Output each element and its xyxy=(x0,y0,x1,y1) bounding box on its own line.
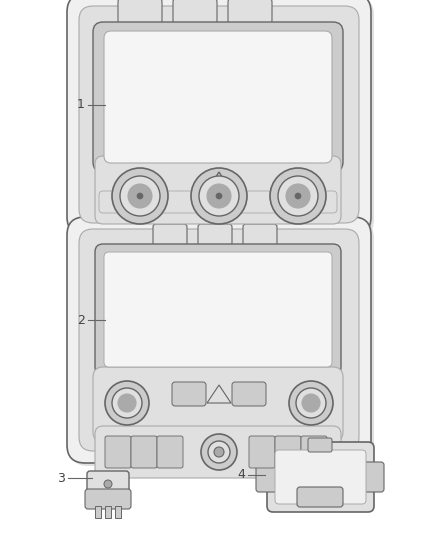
Circle shape xyxy=(296,388,326,418)
FancyBboxPatch shape xyxy=(232,382,266,406)
Circle shape xyxy=(120,176,160,216)
FancyBboxPatch shape xyxy=(87,471,129,499)
FancyBboxPatch shape xyxy=(301,436,327,468)
FancyBboxPatch shape xyxy=(104,252,332,367)
Circle shape xyxy=(270,168,326,224)
FancyBboxPatch shape xyxy=(173,0,217,24)
FancyBboxPatch shape xyxy=(104,31,332,163)
FancyBboxPatch shape xyxy=(256,462,278,492)
Circle shape xyxy=(278,176,318,216)
Circle shape xyxy=(112,388,142,418)
FancyBboxPatch shape xyxy=(95,156,341,224)
Text: 3: 3 xyxy=(57,472,65,484)
FancyBboxPatch shape xyxy=(275,450,366,504)
FancyBboxPatch shape xyxy=(79,6,359,223)
FancyBboxPatch shape xyxy=(67,217,371,463)
FancyBboxPatch shape xyxy=(243,224,277,246)
Circle shape xyxy=(128,184,152,208)
FancyBboxPatch shape xyxy=(308,438,332,452)
FancyBboxPatch shape xyxy=(95,426,341,478)
FancyBboxPatch shape xyxy=(131,436,157,468)
Bar xyxy=(95,506,101,518)
Circle shape xyxy=(207,184,231,208)
Circle shape xyxy=(208,441,230,463)
Text: 1: 1 xyxy=(77,99,85,111)
FancyBboxPatch shape xyxy=(267,442,374,512)
Circle shape xyxy=(105,381,149,425)
Circle shape xyxy=(201,434,237,470)
FancyBboxPatch shape xyxy=(85,489,131,509)
FancyBboxPatch shape xyxy=(172,382,206,406)
Circle shape xyxy=(214,447,224,457)
FancyBboxPatch shape xyxy=(198,224,232,246)
Text: 2: 2 xyxy=(77,313,85,327)
Circle shape xyxy=(191,168,247,224)
Circle shape xyxy=(118,394,136,412)
Bar xyxy=(105,506,111,518)
Circle shape xyxy=(137,193,143,199)
Bar xyxy=(115,506,121,518)
Circle shape xyxy=(286,184,310,208)
FancyBboxPatch shape xyxy=(153,224,187,246)
FancyBboxPatch shape xyxy=(228,0,272,24)
Circle shape xyxy=(104,480,112,488)
Circle shape xyxy=(302,394,320,412)
FancyBboxPatch shape xyxy=(249,436,275,468)
FancyBboxPatch shape xyxy=(70,0,374,238)
FancyBboxPatch shape xyxy=(93,367,343,442)
FancyBboxPatch shape xyxy=(105,436,131,468)
FancyBboxPatch shape xyxy=(101,369,335,377)
Wedge shape xyxy=(90,474,126,492)
FancyBboxPatch shape xyxy=(95,244,341,375)
FancyBboxPatch shape xyxy=(67,0,371,235)
FancyBboxPatch shape xyxy=(362,462,384,492)
Circle shape xyxy=(295,193,301,199)
Circle shape xyxy=(216,193,222,199)
Circle shape xyxy=(199,176,239,216)
FancyBboxPatch shape xyxy=(70,220,374,466)
FancyBboxPatch shape xyxy=(157,436,183,468)
FancyBboxPatch shape xyxy=(99,191,337,213)
FancyBboxPatch shape xyxy=(275,436,301,468)
Text: 4: 4 xyxy=(237,469,245,481)
FancyBboxPatch shape xyxy=(79,229,359,451)
FancyBboxPatch shape xyxy=(118,0,162,24)
FancyBboxPatch shape xyxy=(297,487,343,507)
Circle shape xyxy=(112,168,168,224)
Circle shape xyxy=(289,381,333,425)
FancyBboxPatch shape xyxy=(93,22,343,172)
